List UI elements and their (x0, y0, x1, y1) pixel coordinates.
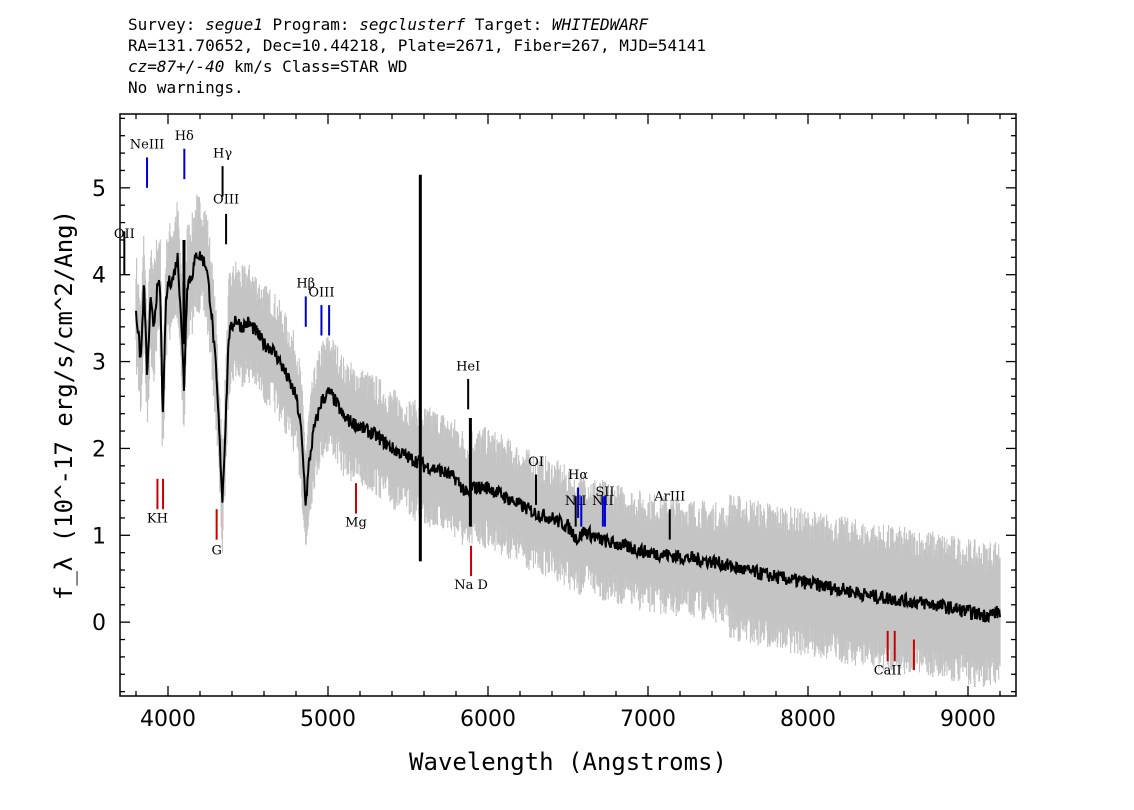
y-tick-label: 4 (92, 264, 106, 289)
class-text: km/s Class=STAR WD (224, 57, 408, 76)
survey-value: segue1 (205, 15, 263, 34)
x-tick-label: 8000 (780, 707, 836, 732)
target-value: WHITEDWARF (551, 15, 649, 34)
line-marker-label: OII (114, 227, 135, 242)
y-tick-label: 0 (92, 611, 106, 636)
line-marker-label: Mg (345, 516, 367, 531)
y-axis-title: f_λ (10^-17 erg/s/cm^2/Ang) (50, 210, 78, 600)
spectrum-header: Survey: segue1 Program: segclusterf Targ… (128, 14, 706, 98)
cz-value: cz=87+/-40 (128, 57, 225, 76)
error-band (135, 194, 1001, 687)
x-tick-label: 7000 (620, 707, 676, 732)
x-tick-label: 6000 (460, 707, 516, 732)
y-tick-label: 1 (92, 524, 106, 549)
line-marker-label: OI (528, 455, 544, 470)
survey-label: Survey: (128, 15, 206, 34)
header-line-4: No warnings. (128, 78, 244, 97)
line-marker-label: Hγ (213, 146, 232, 161)
program-label: Program: (262, 15, 360, 34)
plot-frame (119, 113, 1017, 697)
line-marker-label: HeI (456, 359, 480, 374)
flux-line (135, 251, 1001, 624)
flux-series (135, 174, 1001, 624)
x-tick-label: 9000 (940, 707, 996, 732)
header-line-3: cz=87+/-40 km/s Class=STAR WD (128, 56, 706, 77)
line-marker-label: SII (595, 485, 614, 500)
line-marker-label: ArIII (653, 490, 685, 505)
line-marker-label: NII (565, 494, 587, 509)
y-tick-label: 5 (92, 177, 106, 202)
program-value: segclusterf (359, 15, 466, 34)
target-label: Target: (465, 15, 552, 34)
x-tick-label: 4000 (140, 707, 196, 732)
line-marker-label: NeIII (130, 138, 164, 153)
line-marker-label: Hα (568, 468, 588, 483)
y-tick-label: 2 (92, 437, 106, 462)
line-marker-label: G (211, 543, 221, 558)
y-tick-label: 3 (92, 351, 106, 376)
plot-axes: 4000 5000 6000 7000 8000 9000 0 1 2 3 4 5 (92, 113, 1017, 732)
line-marker-label: Na D (454, 578, 488, 593)
line-marker-label: NII (592, 494, 614, 509)
header-line-1: Survey: segue1 Program: segclusterf Targ… (128, 14, 706, 35)
line-marker-label: Hδ (175, 129, 194, 144)
line-marker-label: CaII (874, 663, 902, 678)
line-marker-label: KH (147, 511, 168, 526)
header-line-2: RA=131.70652, Dec=10.44218, Plate=2671, … (128, 36, 706, 55)
line-marker-label: OIII (308, 285, 334, 300)
line-marker-label: OIII (213, 192, 239, 207)
x-axis-title: Wavelength (Angstroms) (409, 748, 727, 776)
error-band-strokes (135, 194, 1001, 687)
x-tick-label: 5000 (300, 707, 356, 732)
line-marker-label: Hβ (296, 277, 315, 292)
